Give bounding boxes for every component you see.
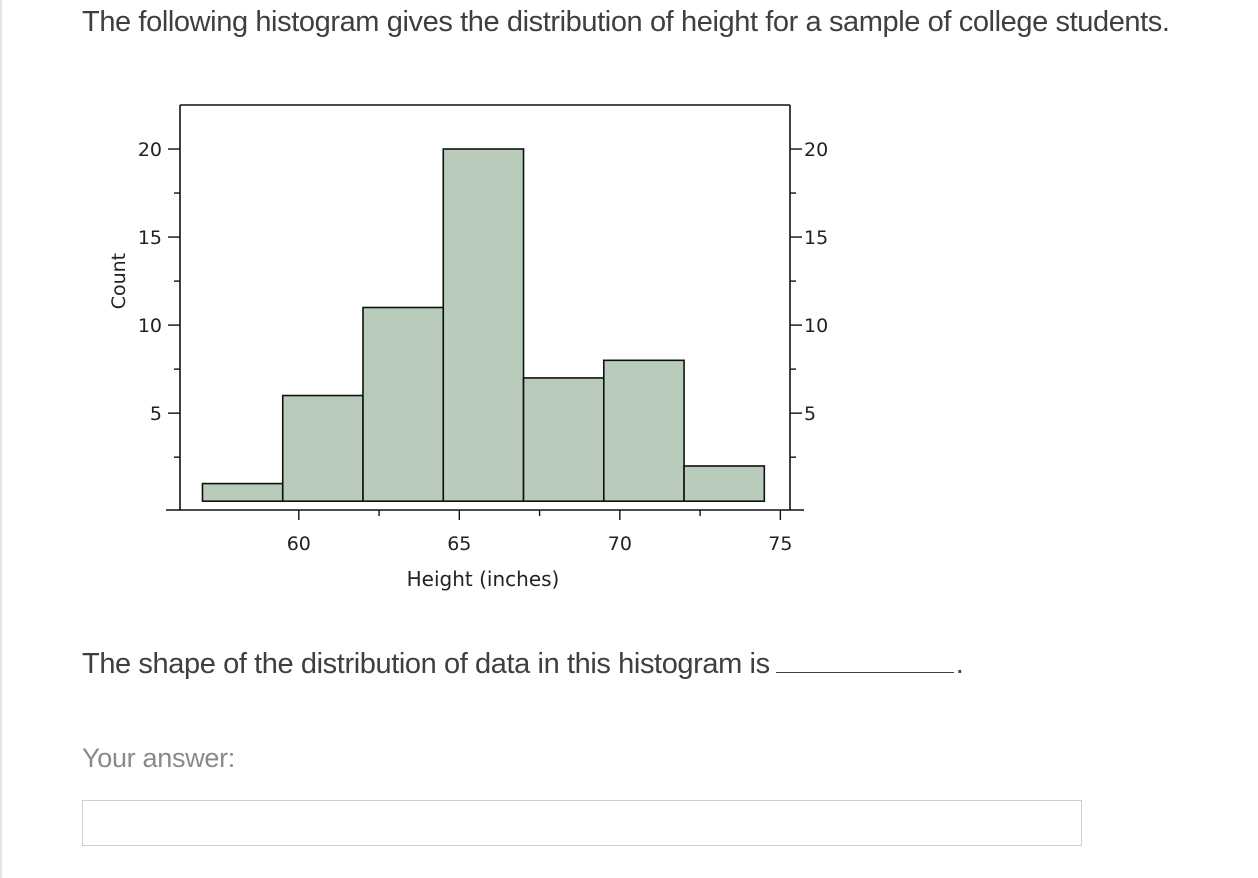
histogram-bar (522, 377, 605, 502)
y-tick-label: 20 (138, 139, 162, 161)
y-tick-label: 5 (150, 403, 162, 425)
chart-axes (166, 104, 804, 520)
question-prompt-text: The shape of the distribution of data in… (82, 648, 770, 680)
histogram-bars (201, 148, 766, 502)
histogram-bar (683, 465, 766, 502)
x-axis-label: Height (inches) (407, 567, 560, 591)
question-prompt: The shape of the distribution of data in… (82, 648, 964, 681)
answer-label: Your answer: (82, 743, 235, 773)
question-text: The following histogram gives the distri… (82, 6, 1170, 38)
right-tick-label: 5 (804, 403, 816, 425)
histogram-chart: 5 10 15 20 5 10 15 20 60 65 70 75 Height (inches) C… (108, 104, 828, 591)
x-tick-label: 75 (768, 533, 792, 555)
answer-blank-line (775, 650, 954, 673)
x-tick-label: 65 (447, 533, 471, 555)
y-tick-label: 15 (138, 227, 162, 249)
histogram-bar (362, 306, 445, 502)
question-prompt-end: . (955, 648, 964, 680)
right-tick-label: 15 (804, 227, 828, 249)
right-tick-label: 20 (804, 139, 828, 161)
histogram-bar (442, 148, 525, 502)
answer-input[interactable] (82, 800, 1082, 846)
right-tick-label: 10 (804, 315, 828, 337)
histogram-bar (281, 394, 364, 502)
histogram-bar (602, 359, 685, 502)
y-tick-label: 10 (138, 315, 162, 337)
x-tick-label: 70 (608, 533, 632, 555)
y-axis-label: Count (108, 253, 130, 309)
left-border-rule (0, 0, 2, 878)
chart-tick-labels: 5 10 15 20 5 10 15 20 60 65 70 75 (138, 139, 828, 555)
x-tick-label: 60 (287, 533, 311, 555)
histogram-bar (201, 482, 284, 502)
